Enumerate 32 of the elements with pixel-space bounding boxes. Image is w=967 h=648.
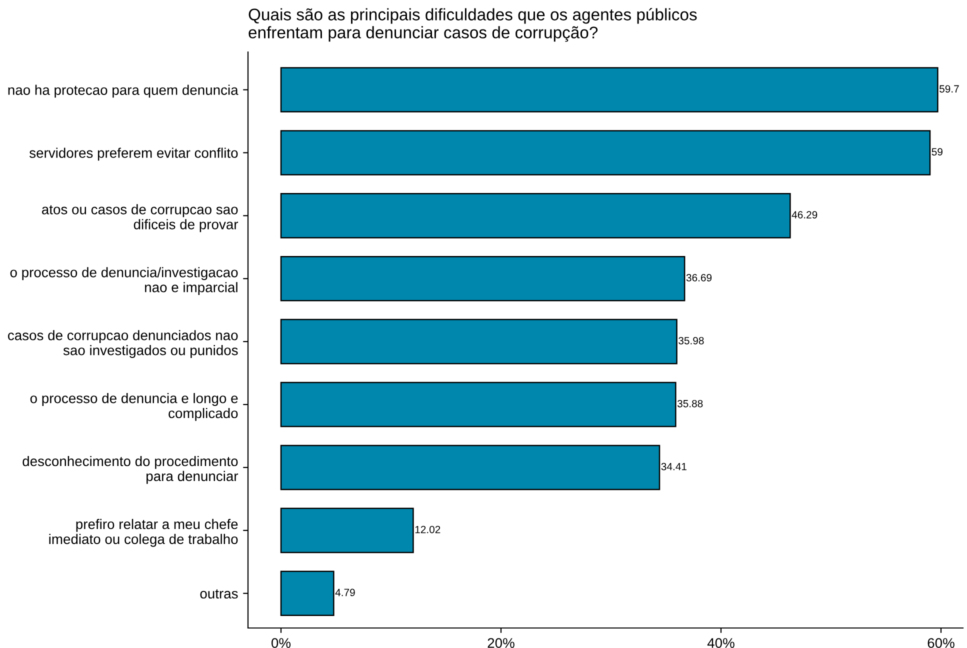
x-tick-label: 60% xyxy=(928,638,954,648)
bar xyxy=(280,318,678,364)
data-label: 36.69 xyxy=(686,274,712,282)
data-label: 35.88 xyxy=(677,400,703,408)
bar xyxy=(280,444,660,490)
chart-title: Quais são as principais dificuldades que os agentes públicos enfrentam para denunciar casos de corrupção? xyxy=(248,8,697,42)
bar xyxy=(280,570,334,616)
x-tick-label: 0% xyxy=(272,638,291,648)
data-label: 59 xyxy=(932,148,942,156)
y-tick-label: nao ha protecao para quem denuncia xyxy=(8,84,238,98)
data-label: 35.98 xyxy=(678,336,704,344)
bar xyxy=(280,256,686,302)
data-label: 4.79 xyxy=(335,588,355,596)
bar xyxy=(280,508,414,554)
bar xyxy=(280,193,791,238)
y-tick-label: servidores preferem evitar conflito xyxy=(29,148,238,161)
bar xyxy=(280,382,676,428)
data-label: 34.41 xyxy=(661,462,686,470)
bar xyxy=(280,130,931,176)
data-label: 59.7 xyxy=(940,85,959,93)
y-tick-label: casos de corrupcao denunciados nao sao investigados ou punidos xyxy=(8,330,238,358)
data-label: 46.29 xyxy=(792,211,818,218)
y-tick-label: desconhecimento do procedimento para denunciar xyxy=(22,456,238,484)
data-label: 12.02 xyxy=(415,526,440,534)
y-tick-label: o processo de denuncia/investigacao nao e imparcial xyxy=(10,267,238,296)
y-tick-label: atos ou casos de corrupcao sao dificeis de provar xyxy=(42,204,238,232)
bar xyxy=(280,67,938,112)
y-tick-label: prefiro relatar a meu chefe imediato ou colega de trabalho xyxy=(49,518,238,547)
y-tick-label: outras xyxy=(200,589,238,599)
x-tick-label: 20% xyxy=(488,638,514,648)
y-tick-label: o processo de denuncia e longo e complicado xyxy=(30,393,238,421)
x-tick-label: 40% xyxy=(707,638,734,648)
